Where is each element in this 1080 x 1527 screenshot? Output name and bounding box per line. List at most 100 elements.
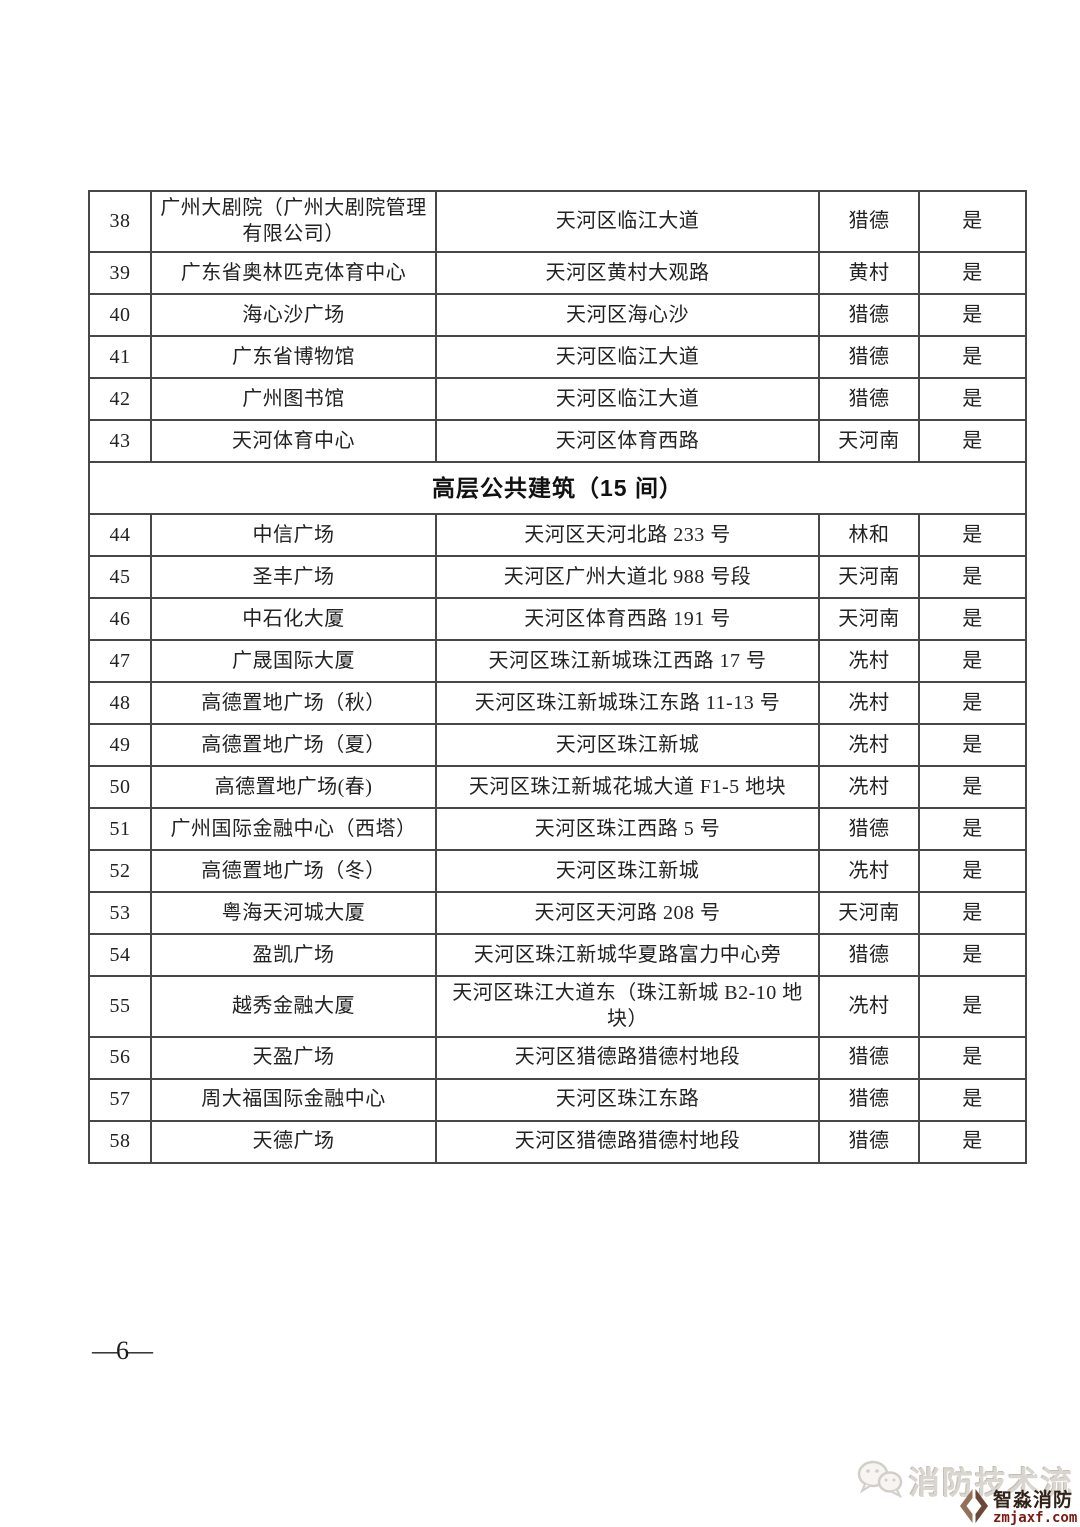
building-address-cell: 天河区天河北路 233 号: [435, 512, 820, 557]
building-table: 38 广州大剧院（广州大剧院管理有限公司） 天河区临江大道 猎德是 39 广东省奥林匹克体…: [88, 190, 1027, 1164]
table-row: 55 越秀金融大厦 天河区珠江大道东（珠江新城 B2-10 地块） 冼村是: [88, 974, 1027, 1038]
row-no-cell: 51: [88, 806, 152, 851]
table-row: 56 天盈广场 天河区猎德路猎德村地段 猎德是: [88, 1035, 1027, 1080]
building-address-cell: 天河区珠江新城: [435, 848, 820, 893]
area-name-cell: 猎德: [818, 292, 920, 337]
managed-flag-cell: 是: [918, 554, 1027, 599]
building-name-cell: 广州国际金融中心（西塔）: [150, 806, 437, 851]
building-name-cell: 广州图书馆: [150, 376, 437, 421]
area-name-cell: 天河南: [818, 596, 920, 641]
building-name-cell: 粤海天河城大厦: [150, 890, 437, 935]
row-no-cell: 38: [88, 190, 152, 253]
row-no-cell: 54: [88, 932, 152, 977]
area-name-cell: 猎德: [818, 1077, 920, 1122]
table-row: 45 圣丰广场 天河区广州大道北 988 号段 天河南是: [88, 554, 1027, 599]
managed-flag-cell: 是: [918, 680, 1027, 725]
logo-url-label: zmjaxf.com: [993, 1510, 1078, 1527]
table-row: 54 盈凯广场 天河区珠江新城华夏路富力中心旁 猎德是: [88, 932, 1027, 977]
table-row: 39 广东省奥林匹克体育中心 天河区黄村大观路 黄村是: [88, 250, 1027, 295]
managed-flag-cell: 是: [918, 596, 1027, 641]
row-no-cell: 55: [88, 974, 152, 1038]
table-row: 46 中石化大厦 天河区体育西路 191 号天河南是: [88, 596, 1027, 641]
building-name-cell: 广东省奥林匹克体育中心: [150, 250, 437, 295]
row-no-cell: 56: [88, 1035, 152, 1080]
table-row: 58 天德广场 天河区猎德路猎德村地段 猎德是: [88, 1119, 1027, 1164]
row-no-cell: 58: [88, 1119, 152, 1164]
row-no-cell: 50: [88, 764, 152, 809]
building-address-cell: 天河区临江大道: [435, 376, 820, 421]
area-name-cell: 林和: [818, 512, 920, 557]
zmjaxf-logo: 智淼消防 zmjaxf.com: [958, 1488, 1077, 1527]
section-header: 高层公共建筑（15 间）: [88, 460, 1027, 515]
managed-flag-cell: 是: [918, 638, 1027, 683]
building-name-cell: 高德置地广场（秋）: [150, 680, 437, 725]
building-name-cell: 广晟国际大厦: [150, 638, 437, 683]
area-name-cell: 猎德: [818, 932, 920, 977]
row-no-cell: 52: [88, 848, 152, 893]
managed-flag-cell: 是: [918, 974, 1027, 1038]
area-name-cell: 天河南: [818, 418, 920, 463]
section-header-row: 高层公共建筑（15 间）: [88, 460, 1027, 515]
building-address-cell: 天河区珠江新城珠江西路 17 号: [435, 638, 820, 683]
managed-flag-cell: 是: [918, 890, 1027, 935]
table-row: 48 高德置地广场（秋） 天河区珠江新城珠江东路 11-13 号冼村是: [88, 680, 1027, 725]
wechat-watermark: 消防技术流: [856, 1458, 1074, 1503]
building-address-cell: 天河区体育西路: [435, 418, 820, 463]
table-row: 38 广州大剧院（广州大剧院管理有限公司） 天河区临江大道 猎德是: [88, 190, 1027, 253]
area-name-cell: 黄村: [818, 250, 920, 295]
managed-flag-cell: 是: [918, 932, 1027, 977]
table-row: 53 粤海天河城大厦 天河区天河路 208 号天河南是: [88, 890, 1027, 935]
building-address-cell: 天河区猎德路猎德村地段: [435, 1035, 820, 1080]
area-name-cell: 猎德: [818, 1035, 920, 1080]
managed-flag-cell: 是: [918, 1035, 1027, 1080]
building-name-cell: 高德置地广场(春): [150, 764, 437, 809]
row-no-cell: 41: [88, 334, 152, 379]
building-address-cell: 天河区珠江新城华夏路富力中心旁: [435, 932, 820, 977]
table-row: 57 周大福国际金融中心 天河区珠江东路 猎德是: [88, 1077, 1027, 1122]
page-number: —6—: [92, 1336, 153, 1365]
building-address-cell: 天河区珠江新城花城大道 F1-5 地块: [435, 764, 820, 809]
managed-flag-cell: 是: [918, 418, 1027, 463]
managed-flag-cell: 是: [918, 512, 1027, 557]
area-name-cell: 天河南: [818, 554, 920, 599]
area-name-cell: 猎德: [818, 334, 920, 379]
logo-name-label: 智淼消防: [993, 1490, 1074, 1512]
building-address-cell: 天河区体育西路 191 号: [435, 596, 820, 641]
managed-flag-cell: 是: [918, 1077, 1027, 1122]
area-name-cell: 冼村: [818, 638, 920, 683]
building-address-cell: 天河区海心沙: [435, 292, 820, 337]
building-name-cell: 天河体育中心: [150, 418, 437, 463]
wechat-watermark-label: 消防技术流: [909, 1466, 1074, 1501]
managed-flag-cell: 是: [918, 292, 1027, 337]
table-row: 47 广晟国际大厦 天河区珠江新城珠江西路 17 号冼村是: [88, 638, 1027, 683]
building-name-cell: 中信广场: [150, 512, 437, 557]
table-row: 43 天河体育中心 天河区体育西路 天河南是: [88, 418, 1027, 463]
building-address-cell: 天河区天河路 208 号: [435, 890, 820, 935]
row-no-cell: 42: [88, 376, 152, 421]
building-table-body: 38 广州大剧院（广州大剧院管理有限公司） 天河区临江大道 猎德是 39 广东省奥林匹克体…: [88, 190, 1027, 1164]
area-name-cell: 冼村: [818, 974, 920, 1038]
table-row: 42 广州图书馆 天河区临江大道 猎德是: [88, 376, 1027, 421]
managed-flag-cell: 是: [918, 848, 1027, 893]
row-no-cell: 49: [88, 722, 152, 767]
building-name-cell: 广州大剧院（广州大剧院管理有限公司）: [150, 190, 437, 253]
building-name-cell: 高德置地广场（冬）: [150, 848, 437, 893]
managed-flag-cell: 是: [918, 764, 1027, 809]
area-name-cell: 冼村: [818, 764, 920, 809]
area-name-cell: 冼村: [818, 680, 920, 725]
building-name-cell: 周大福国际金融中心: [150, 1077, 437, 1122]
row-no-cell: 48: [88, 680, 152, 725]
area-name-cell: 天河南: [818, 890, 920, 935]
managed-flag-cell: 是: [918, 1119, 1027, 1164]
building-address-cell: 天河区珠江新城珠江东路 11-13 号: [435, 680, 820, 725]
table-row: 50 高德置地广场(春) 天河区珠江新城花城大道 F1-5 地块 冼村是: [88, 764, 1027, 809]
building-name-cell: 越秀金融大厦: [150, 974, 437, 1038]
building-address-cell: 天河区珠江新城: [435, 722, 820, 767]
building-name-cell: 中石化大厦: [150, 596, 437, 641]
row-no-cell: 47: [88, 638, 152, 683]
managed-flag-cell: 是: [918, 334, 1027, 379]
row-no-cell: 45: [88, 554, 152, 599]
diamond-logo-icon: [958, 1488, 990, 1527]
managed-flag-cell: 是: [918, 376, 1027, 421]
